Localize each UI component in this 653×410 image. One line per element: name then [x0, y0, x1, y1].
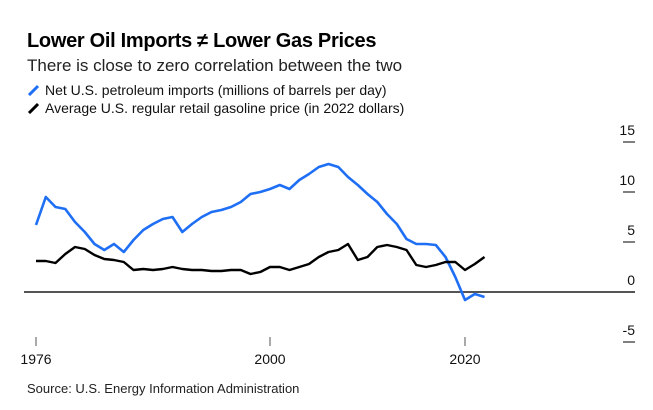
x-tick-label: 2000 [254, 351, 285, 367]
legend-item-gas-price: Average U.S. regular retail gasoline pri… [27, 100, 404, 116]
legend-swatch-imports [27, 84, 39, 96]
x-axis: 1976 2000 2020 [20, 337, 481, 367]
x-tick-label: 1976 [20, 351, 51, 367]
y-axis: 15 10 5 0 -5 [619, 122, 636, 343]
legend-label-imports: Net U.S. petroleum imports (millions of … [45, 82, 387, 98]
source-note: Source: U.S. Energy Information Administ… [27, 381, 300, 396]
legend-item-imports: Net U.S. petroleum imports (millions of … [27, 82, 387, 98]
chart-title: Lower Oil Imports ≠ Lower Gas Prices [27, 30, 377, 52]
y-tick-label: 10 [619, 172, 635, 188]
y-tick-label: 15 [619, 122, 635, 138]
y-tick-label: 0 [627, 272, 635, 288]
legend-label-gas-price: Average U.S. regular retail gasoline pri… [45, 100, 405, 116]
legend-swatch-gas-price [27, 102, 39, 114]
series-lines [34, 162, 486, 302]
series-line-imports [34, 162, 485, 302]
series-line-gas-price [36, 242, 486, 276]
chart-subtitle: There is close to zero correlation betwe… [27, 56, 403, 75]
x-tick-label: 2020 [449, 351, 480, 367]
y-tick-label: 5 [627, 222, 635, 238]
y-tick-label: -5 [623, 322, 636, 338]
